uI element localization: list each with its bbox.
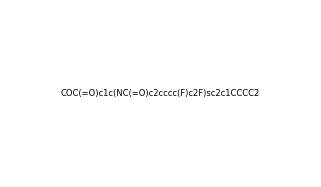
Text: COC(=O)c1c(NC(=O)c2cccc(F)c2F)sc2c1CCCC2: COC(=O)c1c(NC(=O)c2cccc(F)c2F)sc2c1CCCC2 (61, 89, 260, 98)
